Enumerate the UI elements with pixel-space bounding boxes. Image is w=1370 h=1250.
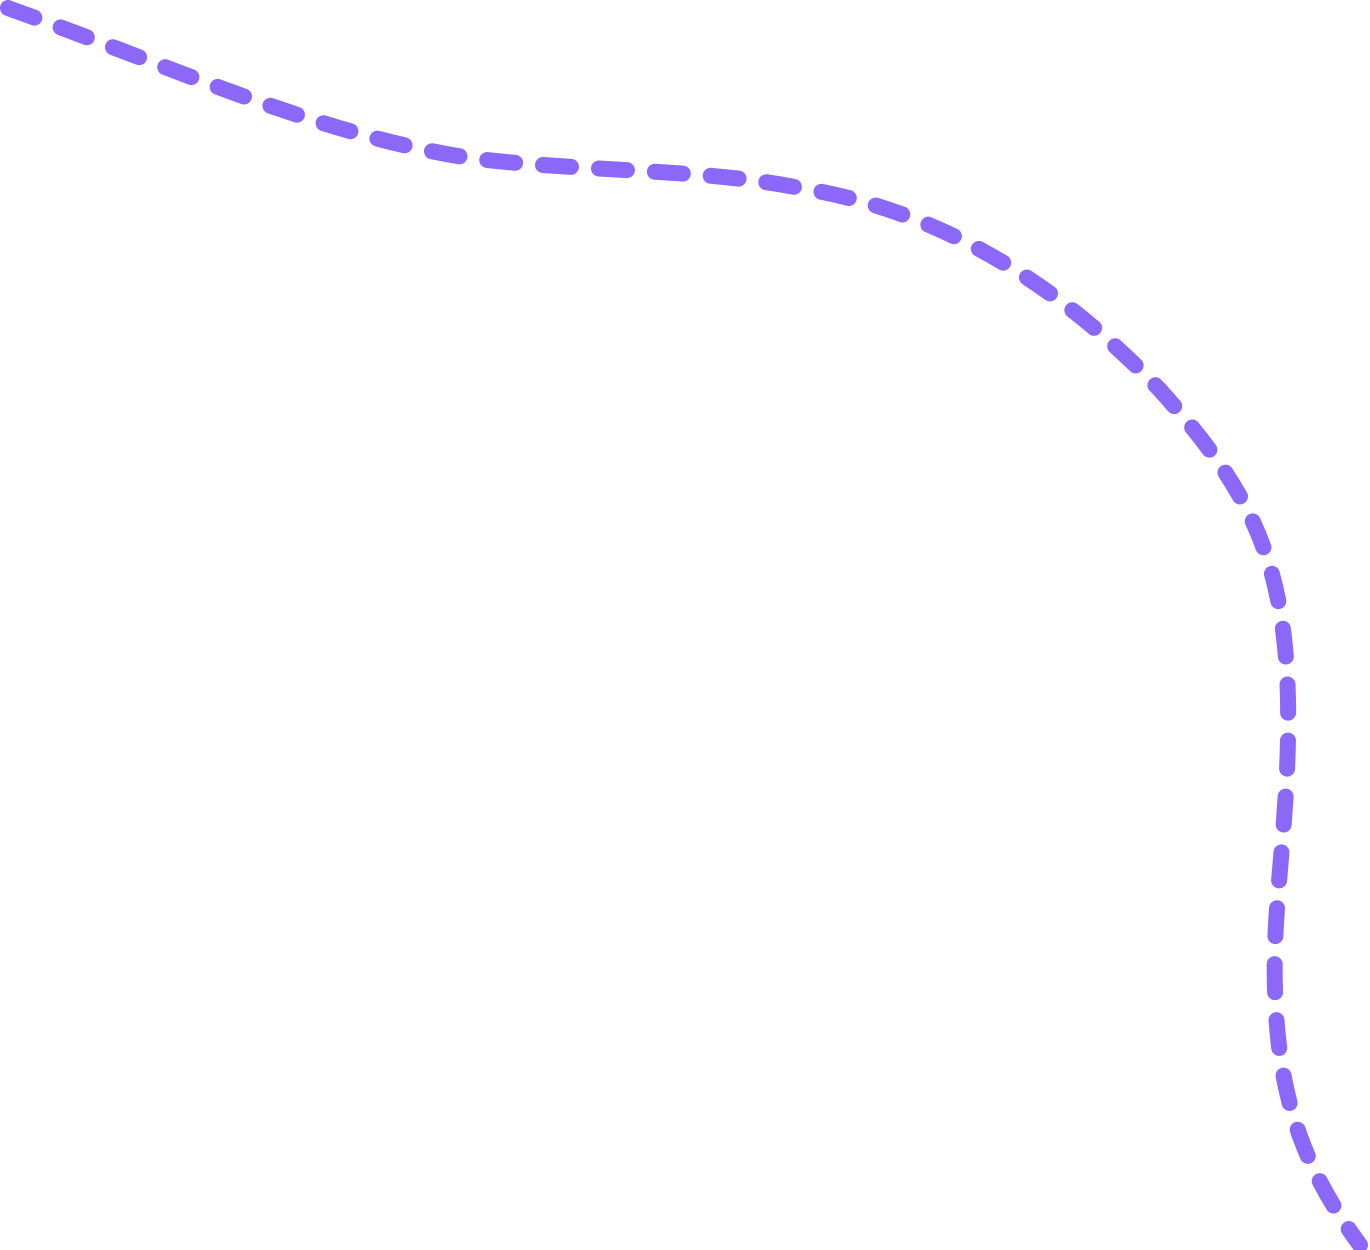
dashed-curve-path xyxy=(0,0,1368,1250)
dashed-curve-illustration xyxy=(0,0,1368,1250)
decorative-canvas xyxy=(0,0,1370,1250)
